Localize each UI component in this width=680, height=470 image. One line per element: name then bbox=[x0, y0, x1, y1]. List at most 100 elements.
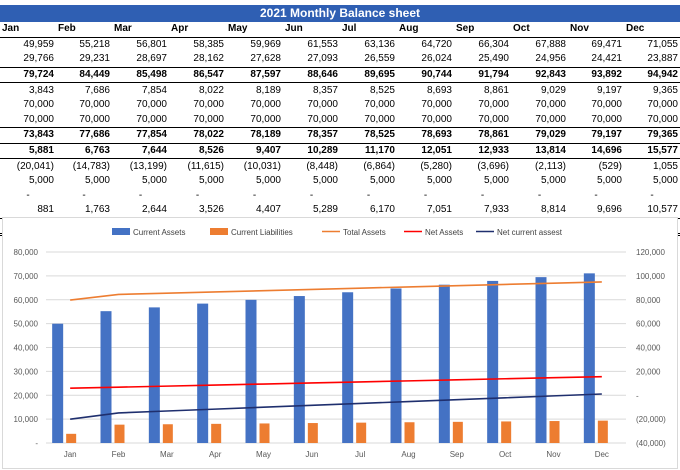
table-cell: 55,218 bbox=[79, 38, 110, 50]
table-cell: (2,113) bbox=[511, 158, 568, 174]
table-cell: 10,289 bbox=[283, 142, 340, 159]
table-cell: 94,942 bbox=[624, 66, 680, 83]
month-header-row: Jan Feb Mar Apr May Jun Jul Aug Sep Oct Nov Dec bbox=[0, 22, 680, 38]
bar-current-liabilities bbox=[356, 422, 367, 443]
right-tick-label: (20,000) bbox=[636, 415, 666, 424]
bar-current-assets bbox=[245, 299, 257, 443]
bar-current-assets bbox=[487, 280, 499, 443]
table-cell: 11,170 bbox=[340, 142, 397, 159]
table-cell: 26,024 bbox=[421, 53, 452, 65]
table-cell: 7,051 bbox=[426, 204, 452, 216]
legend-label: Net Assets bbox=[425, 228, 463, 237]
table-cell: 78,693 bbox=[397, 127, 454, 144]
table-row: 3,843 7,686 7,854 8,022 8,189 8,357 8,525 8,693… bbox=[0, 82, 680, 98]
table-cell: 70,000 bbox=[307, 99, 338, 111]
table-cell: 78,189 bbox=[226, 127, 283, 144]
table-cell: - bbox=[480, 189, 485, 201]
table-cell: 23,887 bbox=[647, 53, 678, 65]
table-cell: 69,471 bbox=[591, 38, 622, 50]
table-cell: 8,022 bbox=[169, 82, 226, 98]
table-cell: 15,577 bbox=[624, 142, 680, 159]
x-tick-label: Feb bbox=[112, 450, 126, 459]
table-cell: 67,888 bbox=[535, 38, 566, 50]
bar-current-liabilities bbox=[307, 423, 318, 443]
table-cell: 5,881 bbox=[0, 142, 56, 159]
right-tick-label: 100,000 bbox=[636, 272, 665, 281]
left-tick-label: 20,000 bbox=[14, 391, 39, 400]
left-tick-label: 50,000 bbox=[14, 320, 39, 329]
sheet-title: 2021 Monthly Balance sheet bbox=[0, 5, 680, 22]
table-cell: 66,304 bbox=[478, 38, 509, 50]
table-cell: 70,000 bbox=[364, 113, 395, 125]
bar-current-liabilities bbox=[501, 421, 512, 443]
table-cell: 89,695 bbox=[340, 66, 397, 83]
bar-current-liabilities bbox=[211, 423, 222, 443]
bar-current-liabilities bbox=[259, 423, 270, 443]
table-cell: 26,559 bbox=[364, 53, 395, 65]
bar-current-assets bbox=[148, 307, 160, 443]
table-cell: 71,055 bbox=[647, 38, 678, 50]
table-cell: 87,597 bbox=[226, 66, 283, 83]
table-cell: 12,933 bbox=[454, 142, 511, 159]
table-cell: 9,029 bbox=[511, 82, 568, 98]
table-cell: 70,000 bbox=[421, 99, 452, 111]
line-total-assets bbox=[70, 281, 602, 301]
table-cell: 64,720 bbox=[421, 38, 452, 50]
bar-current-assets bbox=[100, 311, 112, 443]
table-cell: 61,553 bbox=[307, 38, 338, 50]
table-cell: 70,000 bbox=[193, 99, 224, 111]
table-cell: (14,783) bbox=[56, 158, 112, 174]
table-cell: 14,696 bbox=[568, 142, 624, 159]
table-cell: 59,969 bbox=[250, 38, 281, 50]
legend-label: Current Liabilities bbox=[231, 228, 293, 237]
table-cell: (11,615) bbox=[169, 158, 226, 174]
month-header-jul: Jul bbox=[340, 22, 397, 38]
table-cell: 70,000 bbox=[478, 99, 509, 111]
legend-label: Total Assets bbox=[343, 228, 386, 237]
bar-current-liabilities bbox=[597, 420, 608, 443]
month-header-dec: Dec bbox=[624, 22, 680, 38]
table-cell: 79,365 bbox=[624, 127, 680, 144]
right-tick-label: 20,000 bbox=[636, 367, 661, 376]
table-cell: 73,843 bbox=[0, 127, 56, 144]
table-cell: 56,801 bbox=[136, 38, 167, 50]
table-cell: 7,644 bbox=[112, 142, 169, 159]
table-cell: 49,959 bbox=[23, 38, 54, 50]
x-tick-label: Sep bbox=[450, 450, 465, 459]
table-cell: 78,861 bbox=[454, 127, 511, 144]
x-tick-label: Mar bbox=[160, 450, 174, 459]
table-cell: 9,365 bbox=[624, 82, 680, 98]
table-cell: 8,189 bbox=[226, 82, 283, 98]
x-tick-label: Oct bbox=[499, 450, 512, 459]
left-tick-label: 30,000 bbox=[14, 367, 39, 376]
legend-label: Net current assest bbox=[497, 228, 563, 237]
table-cell: 24,956 bbox=[535, 53, 566, 65]
bar-current-liabilities bbox=[114, 424, 125, 443]
month-header-mar: Mar bbox=[112, 22, 169, 38]
table-cell: 70,000 bbox=[591, 113, 622, 125]
table-cell: 1,055 bbox=[624, 158, 680, 174]
table-cell: 1,763 bbox=[84, 204, 110, 216]
bar-current-assets bbox=[293, 296, 305, 443]
right-tick-label: 60,000 bbox=[636, 320, 661, 329]
table-cell: - bbox=[594, 189, 598, 201]
left-tick-label: 40,000 bbox=[14, 344, 39, 353]
table-cell: - bbox=[537, 189, 542, 201]
table-cell: - bbox=[82, 189, 86, 201]
table-cell: - bbox=[26, 189, 30, 201]
right-tick-label: - bbox=[636, 391, 639, 400]
month-header-oct: Oct bbox=[511, 22, 568, 38]
table-cell: 29,231 bbox=[79, 53, 110, 65]
bar-current-assets bbox=[438, 284, 450, 443]
table-cell: 7,686 bbox=[56, 82, 112, 98]
table-cell: 70,000 bbox=[250, 113, 281, 125]
table-cell: 6,170 bbox=[369, 204, 395, 216]
table-cell: 6,763 bbox=[56, 142, 112, 159]
table-cell: 91,794 bbox=[454, 66, 511, 83]
table-cell: 85,498 bbox=[112, 66, 169, 83]
table-cell: 70,000 bbox=[364, 99, 395, 111]
table-cell: - bbox=[309, 189, 314, 201]
table-cell: 78,525 bbox=[340, 127, 397, 144]
table-cell: 7,933 bbox=[483, 204, 509, 216]
table-cell: (529) bbox=[568, 158, 624, 174]
